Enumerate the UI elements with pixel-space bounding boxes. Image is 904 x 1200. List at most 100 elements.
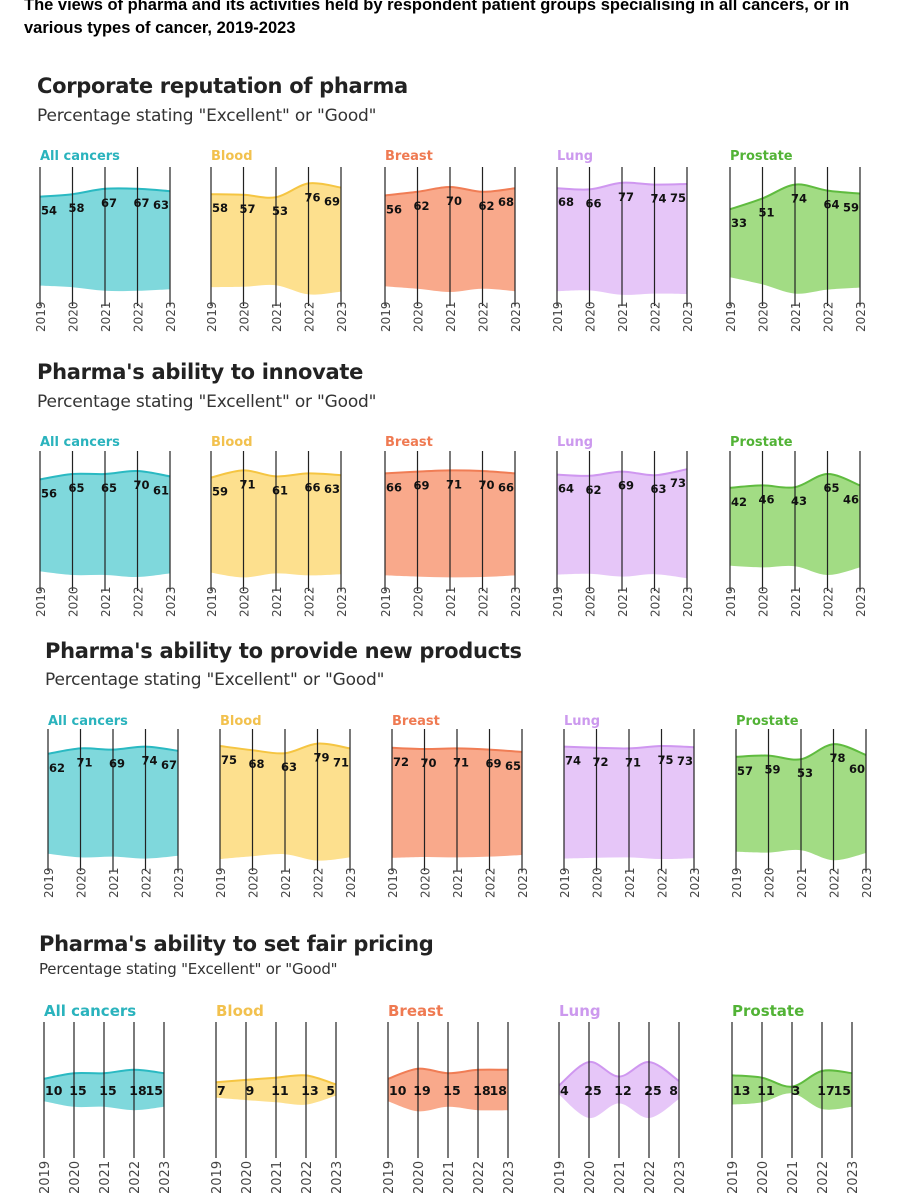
year-tick-label: 2019 (38, 1161, 53, 1194)
panel-category-label: Breast (388, 1002, 443, 1020)
year-tick-label: 2021 (786, 1161, 801, 1194)
value-label: 65 (823, 481, 839, 495)
value-label: 19 (413, 1083, 430, 1098)
year-tick-label: 2019 (34, 586, 48, 617)
page-title: The views of pharma and its activities h… (24, 0, 850, 37)
year-tick-label: 2022 (822, 301, 836, 332)
year-tick-label: 2019 (210, 1161, 225, 1194)
panel-lung: Lung 74 72 71 75 73 2019 2020 2021 2022 2023 (558, 714, 702, 898)
year-tick-label: 2020 (757, 586, 771, 617)
year-tick-label: 2021 (623, 867, 637, 898)
year-tick-label: 2019 (379, 301, 393, 332)
value-label: 51 (758, 205, 774, 219)
value-label: 71 (453, 755, 469, 769)
value-label: 46 (758, 492, 774, 506)
value-label: 15 (443, 1083, 460, 1098)
year-tick-label: 2022 (128, 1161, 143, 1194)
year-tick-label: 2019 (34, 301, 48, 332)
value-label: 4 (560, 1083, 569, 1098)
value-label: 71 (446, 477, 462, 491)
year-tick-label: 2022 (477, 301, 491, 332)
value-label: 65 (68, 481, 84, 495)
value-label: 5 (326, 1083, 335, 1098)
year-tick-label: 2020 (75, 867, 89, 898)
year-tick-label: 2020 (583, 1161, 598, 1194)
value-label: 9 (246, 1083, 255, 1098)
panel-blood: Blood 75 68 63 79 71 2019 2020 2021 2022 2023 (214, 714, 358, 898)
value-label: 72 (393, 755, 409, 769)
value-label: 73 (670, 476, 686, 490)
value-label: 58 (68, 201, 84, 215)
panel-category-label: Lung (557, 149, 593, 164)
value-label: 13 (301, 1083, 318, 1098)
year-tick-label: 2023 (860, 867, 874, 898)
value-label: 70 (420, 756, 436, 770)
panel-category-label: All cancers (40, 149, 120, 164)
value-label: 46 (843, 492, 859, 506)
year-tick-label: 2021 (270, 1161, 285, 1194)
value-label: 66 (304, 480, 320, 494)
year-tick-label: 2023 (516, 867, 530, 898)
value-label: 18 (490, 1083, 507, 1098)
year-tick-label: 2019 (730, 867, 744, 898)
panel-all-cancers: All cancers 54 58 67 67 63 2019 2020 2021 2022 202… (34, 149, 178, 332)
value-label: 57 (239, 202, 255, 216)
year-tick-label: 2020 (591, 867, 605, 898)
value-label: 63 (650, 482, 666, 496)
panel-category-label: Breast (392, 714, 440, 729)
year-tick-label: 2022 (303, 586, 317, 617)
value-label: 56 (386, 202, 402, 216)
year-tick-label: 2022 (472, 1161, 487, 1194)
year-tick-label: 2023 (172, 867, 186, 898)
panel-category-label: Blood (211, 435, 253, 450)
year-tick-label: 2019 (42, 867, 56, 898)
value-label: 25 (644, 1083, 661, 1098)
value-label: 66 (386, 480, 402, 494)
year-tick-label: 2022 (303, 301, 317, 332)
value-label: 62 (49, 761, 65, 775)
year-tick-label: 2022 (300, 1161, 315, 1194)
panel-category-label: Lung (557, 435, 593, 450)
value-label: 63 (324, 482, 340, 496)
year-tick-label: 2020 (412, 586, 426, 617)
year-tick-label: 2021 (99, 301, 113, 332)
value-label: 65 (101, 481, 117, 495)
year-tick-label: 2021 (795, 867, 809, 898)
value-label: 11 (757, 1083, 774, 1098)
panel-lung: Lung 64 62 69 63 73 2019 2020 2021 2022 2023 (551, 435, 695, 617)
value-label: 63 (281, 760, 297, 774)
value-label: 10 (389, 1083, 407, 1098)
panel-category-label: Prostate (730, 149, 793, 164)
value-label: 78 (829, 751, 845, 765)
year-tick-label: 2021 (444, 586, 458, 617)
panel-blood: Blood 7 9 11 13 5 2019 2020 2021 2022 2023 (210, 1002, 345, 1194)
year-tick-label: 2021 (98, 1161, 113, 1194)
value-label: 58 (212, 201, 228, 215)
value-label: 70 (133, 478, 149, 492)
value-label: 73 (677, 754, 693, 768)
year-tick-label: 2022 (140, 867, 154, 898)
value-label: 74 (650, 192, 666, 206)
value-label: 17 (817, 1083, 834, 1098)
value-label: 79 (313, 751, 329, 765)
value-label: 62 (413, 199, 429, 213)
value-label: 69 (485, 757, 501, 771)
value-label: 67 (101, 196, 117, 210)
year-tick-label: 2019 (214, 867, 228, 898)
value-label: 59 (843, 201, 859, 215)
value-label: 63 (153, 198, 169, 212)
panel-category-label: Blood (211, 149, 253, 164)
value-label: 75 (657, 753, 673, 767)
value-label: 3 (792, 1083, 801, 1098)
year-tick-label: 2020 (67, 301, 81, 332)
panel-category-label: All cancers (40, 435, 120, 450)
year-tick-label: 2023 (846, 1161, 861, 1194)
year-tick-label: 2021 (279, 867, 293, 898)
panel-breast: Breast 66 69 71 70 66 2019 2020 2021 2022 2023 (379, 435, 523, 617)
value-label: 67 (161, 758, 177, 772)
section-subtitle: Percentage stating "Excellent" or "Good" (37, 106, 377, 126)
panel-prostate: Prostate 42 46 43 65 46 2019 2020 2021 2022 2023 (724, 435, 868, 617)
value-label: 70 (478, 478, 494, 492)
value-label: 62 (478, 199, 494, 213)
value-label: 75 (670, 191, 686, 205)
